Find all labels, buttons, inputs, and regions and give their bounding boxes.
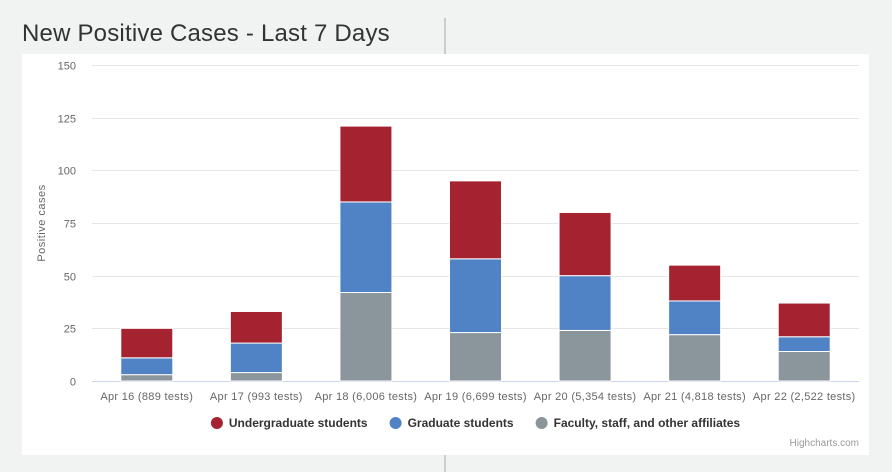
legend-symbol: [389, 417, 402, 429]
y-tick-label: 100: [58, 166, 76, 178]
chart-panel: 0 25 50 75 100 125 150 Positive cases Apr 16 (88…: [22, 54, 869, 455]
bar-graduate: [229, 342, 283, 374]
y-axis-title: Positive cases: [36, 184, 48, 261]
legend-symbol: [535, 417, 548, 429]
legend-label: Graduate students: [408, 416, 514, 430]
y-tick-label: 150: [58, 61, 76, 73]
bar-graduate: [339, 201, 393, 294]
x-tick-label: Apr 17 (993 tests): [210, 391, 303, 403]
y-tick-label: 0: [70, 377, 76, 389]
bar-faculty: [777, 351, 831, 382]
legend-item[interactable]: Undergraduate students: [210, 416, 368, 430]
bar-undergraduate: [449, 180, 502, 260]
x-tick-label: Apr 16 (889 tests): [100, 391, 193, 403]
x-tick-label: Apr 22 (2,522 tests): [753, 391, 856, 403]
page-title: New Positive Cases - Last 7 Days: [22, 20, 390, 47]
x-tick-label: Apr 21 (4,818 tests): [643, 391, 746, 403]
bar-undergraduate: [668, 264, 722, 302]
bar-graduate: [777, 336, 831, 353]
bar-faculty: [668, 334, 722, 382]
highcharts-credits-link[interactable]: Highcharts.com: [789, 438, 859, 449]
x-tick-label: Apr 19 (6,699 tests): [424, 391, 527, 403]
legend-item[interactable]: Faculty, staff, and other affiliates: [535, 416, 741, 430]
bar-undergraduate: [120, 327, 174, 359]
column-divider-bottom: [444, 455, 446, 472]
x-tick-label: Apr 18 (6,006 tests): [315, 391, 418, 403]
legend-label: Faculty, staff, and other affiliates: [554, 416, 741, 430]
column-divider-top: [444, 18, 446, 54]
bar-undergraduate: [229, 310, 283, 344]
bar-graduate: [120, 357, 174, 376]
bar-undergraduate: [339, 125, 393, 203]
bar-undergraduate: [558, 211, 612, 277]
x-tick-label: Apr 20 (5,354 tests): [534, 391, 637, 403]
bar-faculty: [558, 329, 612, 382]
bar-undergraduate: [777, 302, 831, 338]
bar-graduate: [668, 300, 722, 336]
bar-graduate: [449, 258, 502, 334]
legend-symbol: [210, 417, 223, 429]
bar-faculty: [339, 292, 393, 382]
y-tick-label: 50: [64, 272, 76, 284]
legend-label: Undergraduate students: [229, 416, 368, 430]
bar-faculty: [229, 372, 283, 382]
y-tick-label: 75: [64, 219, 76, 231]
bar-graduate: [558, 275, 612, 331]
bar-faculty: [120, 374, 174, 382]
y-tick-label: 25: [64, 324, 76, 336]
legend-item[interactable]: Graduate students: [389, 416, 514, 430]
bar-faculty: [449, 332, 502, 382]
stacked-bar-chart: 0 25 50 75 100 125 150 Positive cases Apr 16 (88…: [36, 61, 859, 430]
y-tick-label: 125: [58, 114, 76, 126]
